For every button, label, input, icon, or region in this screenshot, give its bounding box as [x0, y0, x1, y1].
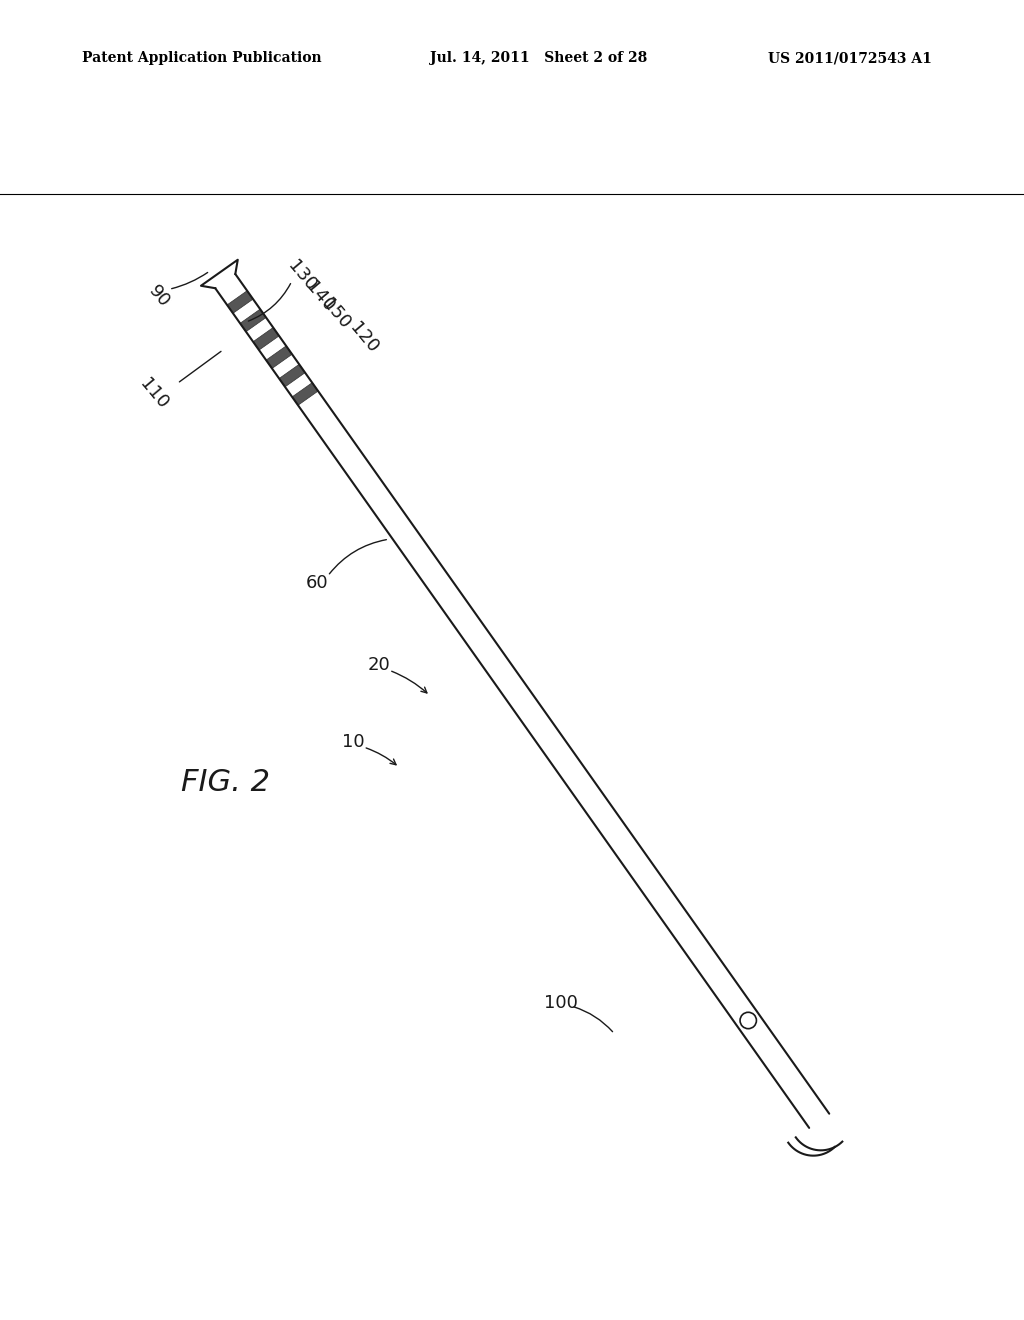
Polygon shape — [280, 364, 305, 387]
Text: 20: 20 — [368, 656, 390, 675]
Text: 110: 110 — [136, 375, 171, 413]
Polygon shape — [253, 327, 280, 350]
Text: FIG. 2: FIG. 2 — [181, 768, 269, 797]
Polygon shape — [292, 383, 318, 405]
Text: 120: 120 — [346, 318, 381, 356]
Text: 10: 10 — [342, 733, 365, 751]
Text: 130: 130 — [285, 257, 319, 294]
Text: Patent Application Publication: Patent Application Publication — [82, 51, 322, 66]
Polygon shape — [266, 346, 292, 368]
Text: 60: 60 — [306, 574, 329, 593]
Text: 90: 90 — [144, 282, 173, 312]
Text: Jul. 14, 2011   Sheet 2 of 28: Jul. 14, 2011 Sheet 2 of 28 — [430, 51, 647, 66]
Polygon shape — [227, 290, 253, 313]
Text: US 2011/0172543 A1: US 2011/0172543 A1 — [768, 51, 932, 66]
Text: 140: 140 — [302, 277, 337, 315]
Text: 100: 100 — [544, 994, 579, 1012]
Text: 150: 150 — [318, 296, 353, 333]
Polygon shape — [240, 309, 266, 331]
